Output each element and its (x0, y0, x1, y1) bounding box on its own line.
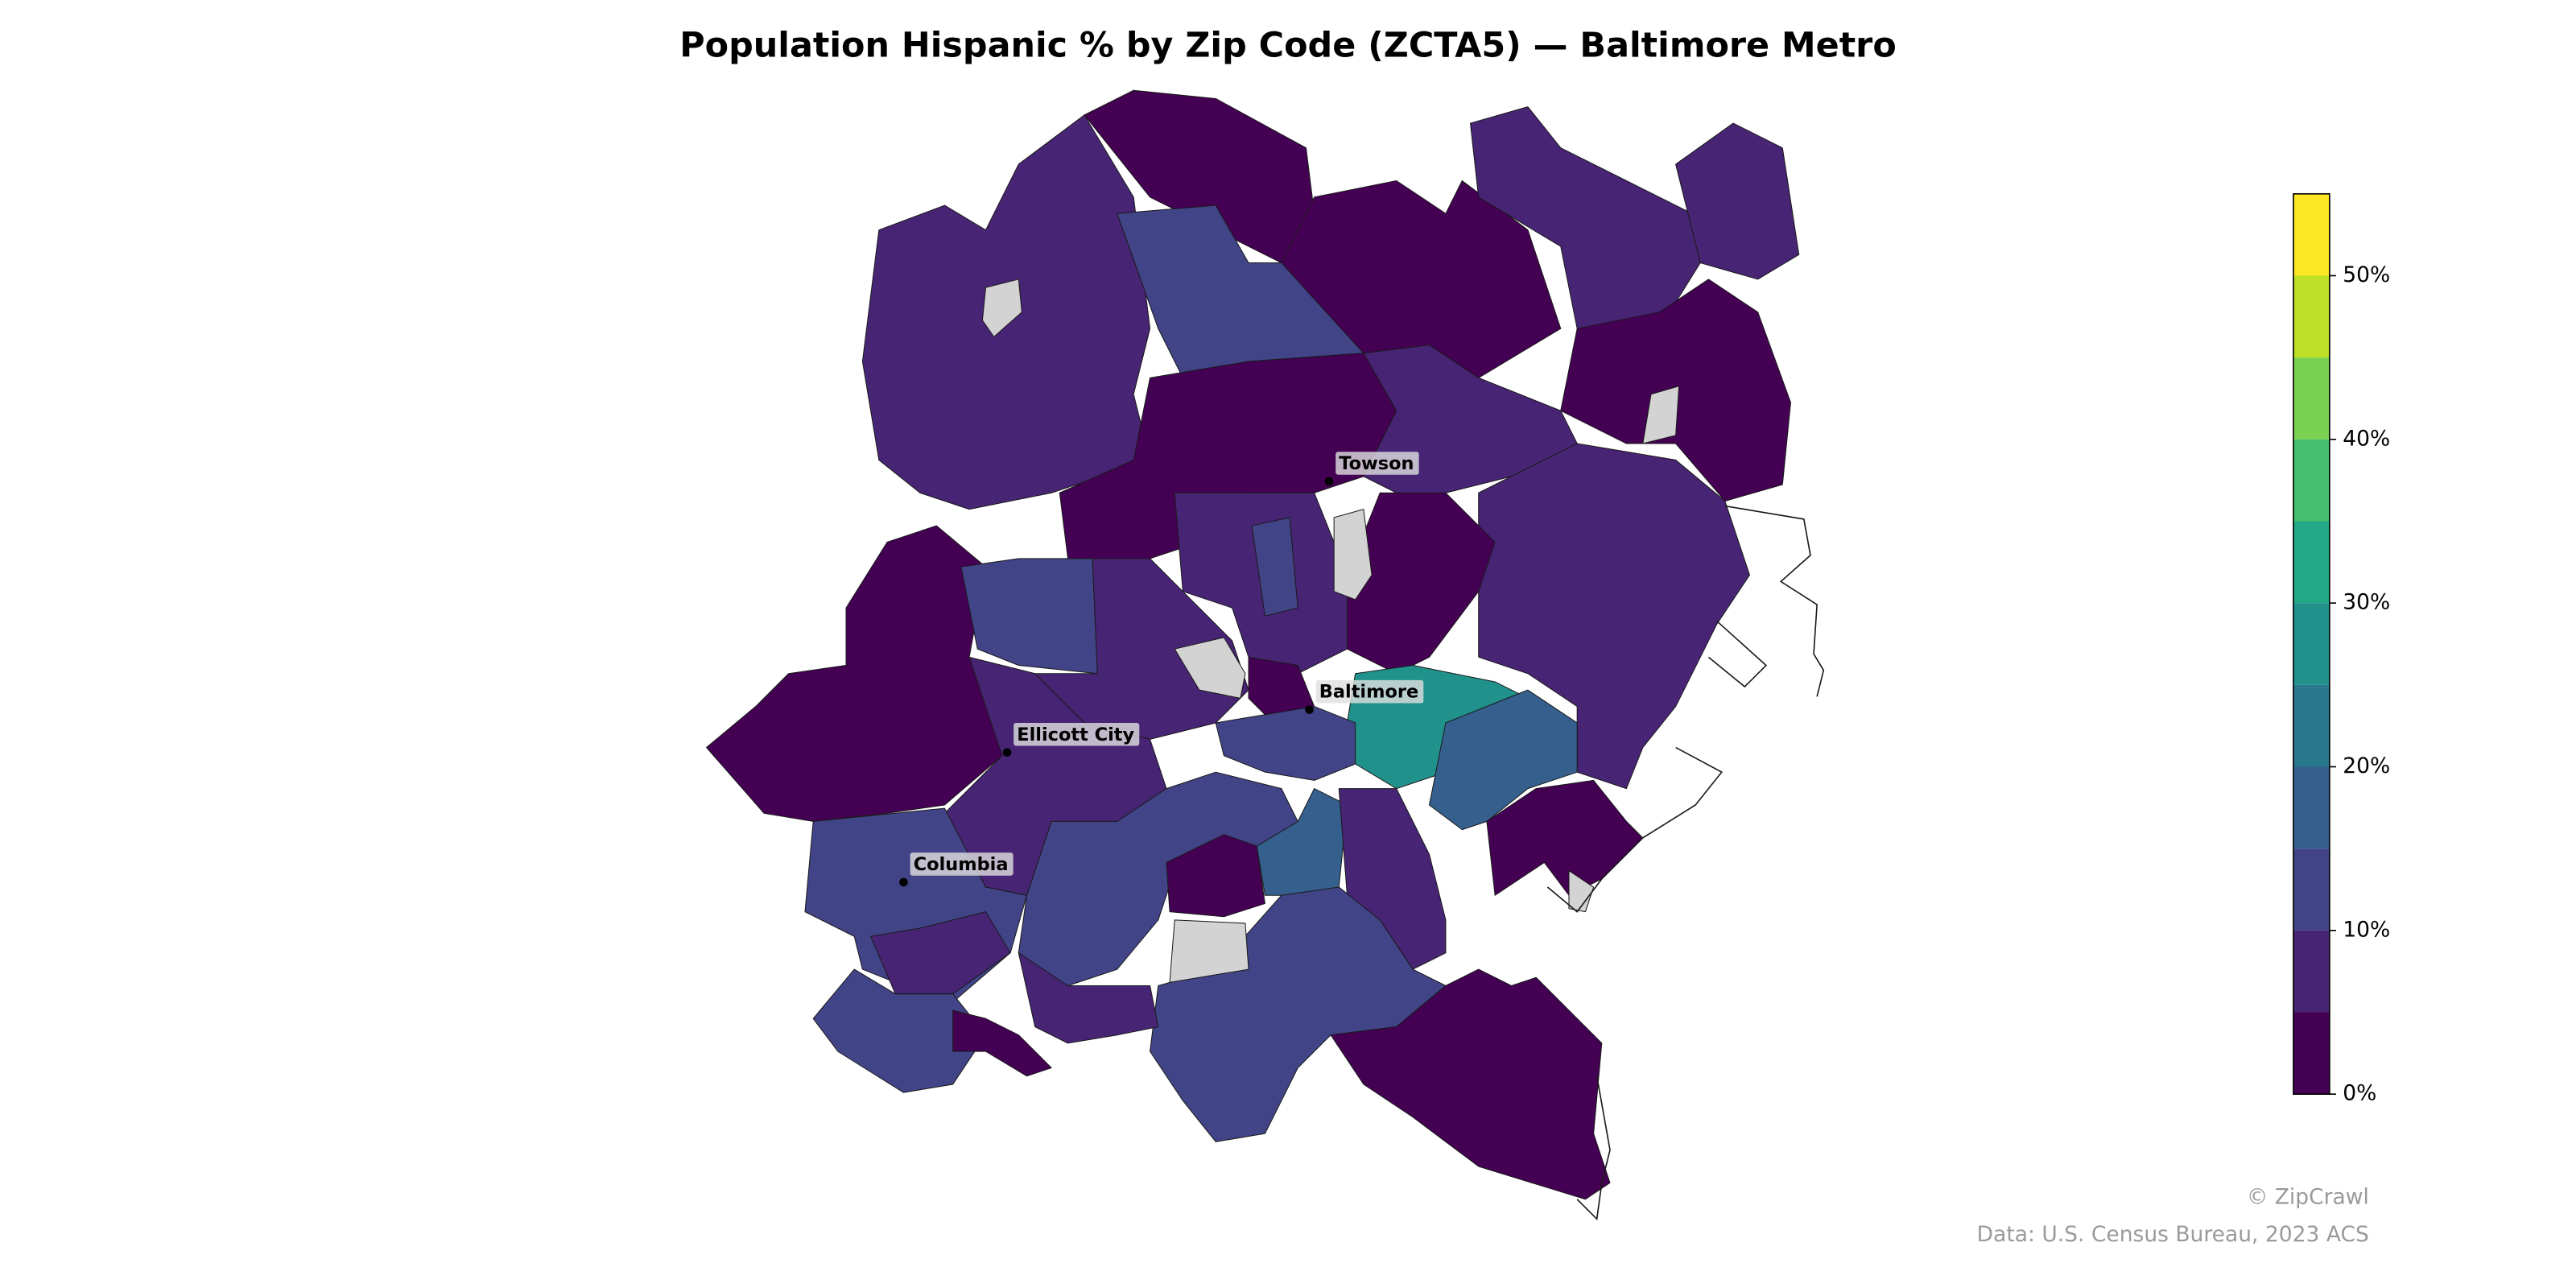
colorbar-bin (2293, 1012, 2330, 1095)
zip-region (706, 525, 1003, 822)
no-data-region (1333, 509, 1373, 601)
colorbar-tick-label: 40% (2343, 426, 2390, 451)
zip-region (1166, 834, 1265, 918)
colorbar-bin (2293, 848, 2330, 931)
colorbar-bin (2293, 603, 2330, 685)
colorbar-bin (2293, 930, 2330, 1013)
no-data-region (1174, 637, 1246, 699)
colorbar-tick-label: 50% (2343, 262, 2390, 287)
zip-region (1018, 952, 1159, 1044)
zip-region (1346, 492, 1496, 675)
no-data-region (1642, 386, 1680, 444)
colorbar-tick-label: 10% (2343, 917, 2390, 942)
coastline (1707, 620, 1768, 688)
colorbar-bin (2293, 275, 2330, 358)
colorbar-bin (2293, 684, 2330, 767)
colorbar-bin (2293, 766, 2330, 849)
city-label-bg (910, 852, 1013, 876)
city-dot (899, 877, 908, 887)
city-label: Towson (1339, 453, 1414, 474)
zip-region (1330, 968, 1611, 1200)
colorbar-bin (2293, 357, 2330, 440)
colorbar-bin (2293, 521, 2330, 604)
no-data-region (981, 279, 1022, 337)
colorbar-bin (2293, 439, 2330, 522)
colorbar-tick-label: 30% (2343, 590, 2390, 615)
regions (706, 89, 1800, 1200)
coastline (1546, 746, 1724, 913)
source-credit: Data: U.S. Census Bureau, 2023 ACS (1977, 1222, 2369, 1247)
city-dot (1305, 705, 1314, 714)
no-data-region (1169, 919, 1249, 983)
colorbar-tick-label: 20% (2343, 753, 2390, 778)
city-dot (1324, 477, 1334, 486)
coastline (1724, 505, 1825, 697)
city-dot (1002, 748, 1012, 757)
zip-region (1429, 689, 1578, 831)
city-label-bg (1013, 722, 1140, 746)
colorbar-frame (2293, 193, 2330, 1095)
city-label: Columbia (914, 854, 1009, 875)
colorbar-tick-label: 0% (2343, 1081, 2376, 1106)
city-label-bg (1315, 679, 1424, 704)
zip-region (1215, 706, 1356, 781)
city-label-bg (1335, 452, 1419, 475)
city-label: Baltimore (1319, 682, 1418, 703)
zip-region (1251, 517, 1298, 617)
zip-region (952, 1009, 1052, 1077)
zip-region (1478, 443, 1750, 790)
city-label: Ellicott City (1017, 724, 1134, 745)
brand-credit: © ZipCrawl (2247, 1184, 2369, 1209)
zip-region (1675, 122, 1800, 280)
coastline (1576, 1075, 1611, 1221)
colorbar-bin (2293, 193, 2330, 276)
no-data-region (1568, 870, 1595, 913)
zip-region (960, 558, 1098, 675)
map-title: Population Hispanic % by Zip Code (ZCTA5… (679, 26, 1897, 66)
